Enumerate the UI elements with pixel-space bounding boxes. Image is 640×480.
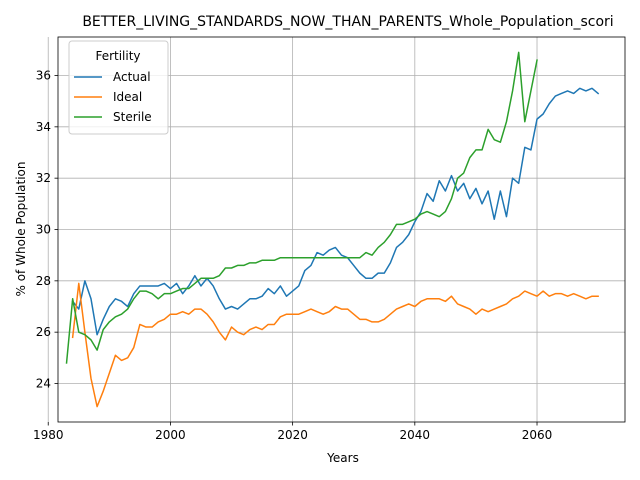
series-line-sterile	[65, 51, 538, 364]
legend-label-ideal: Ideal	[113, 90, 142, 104]
y-tick-label: 26	[36, 325, 51, 339]
series-lines	[65, 51, 600, 408]
series-line-actual	[71, 87, 600, 336]
y-tick-label: 34	[36, 120, 51, 134]
legend-box	[68, 40, 169, 135]
y-axis-label: % of Whole Population	[14, 162, 28, 297]
legend-label-actual: Actual	[113, 70, 151, 84]
x-tick-label: 2000	[155, 428, 186, 442]
y-tick-label: 30	[36, 223, 51, 237]
series-line-ideal	[71, 282, 599, 408]
y-tick-label: 36	[36, 69, 51, 83]
legend-label-sterile: Sterile	[113, 110, 152, 124]
x-tick-label: 1980	[33, 428, 64, 442]
y-tick-label: 28	[36, 274, 51, 288]
y-axis-ticks: 24 26 28 30 32 34 36	[36, 69, 58, 391]
x-axis-label: Years	[326, 451, 359, 465]
x-tick-label: 2020	[277, 428, 308, 442]
legend-entries: Actual Ideal Sterile	[74, 70, 152, 124]
legend: Fertility Actual Ideal Sterile	[68, 40, 169, 135]
x-tick-label: 2040	[400, 428, 431, 442]
chart-title: BETTER_LIVING_STANDARDS_NOW_THAN_PARENTS…	[82, 14, 613, 30]
y-tick-label: 32	[36, 171, 51, 185]
y-tick-label: 24	[36, 377, 51, 391]
legend-title: Fertility	[95, 49, 140, 63]
x-axis-ticks: 1980 2000 2020 2040 2060	[33, 422, 552, 442]
x-tick-label: 2060	[522, 428, 553, 442]
